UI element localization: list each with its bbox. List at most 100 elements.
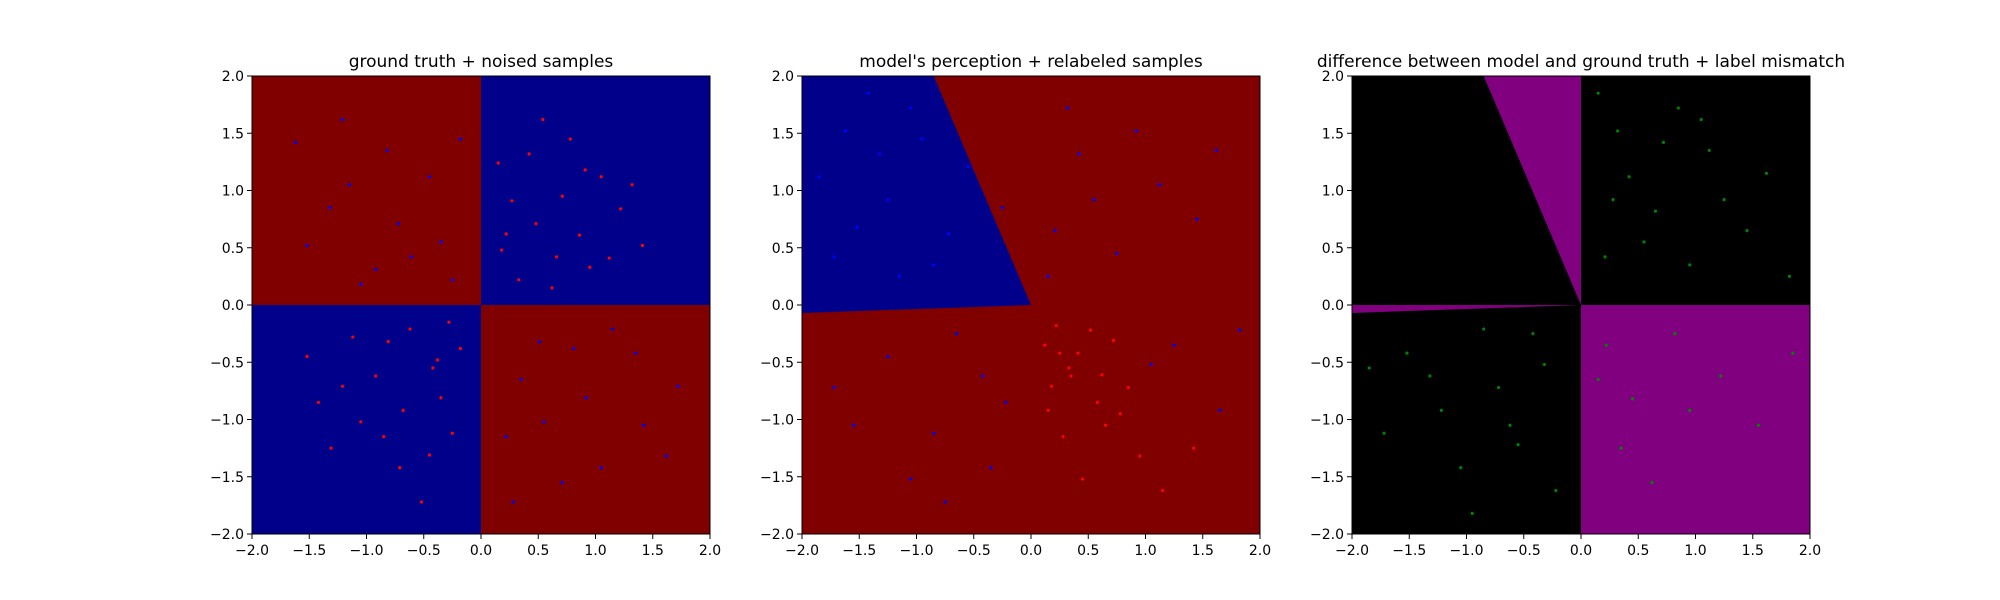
data-point	[1653, 209, 1658, 213]
data-point	[1596, 377, 1600, 382]
data-point	[560, 480, 564, 485]
data-point	[340, 117, 345, 122]
data-point	[1627, 175, 1631, 179]
data-point	[1149, 362, 1153, 367]
y-tick-label: 2.0	[772, 69, 794, 85]
data-point	[527, 152, 531, 156]
panel-title: model's perception + relabeled samples	[859, 52, 1203, 72]
data-point	[328, 206, 332, 210]
data-point	[517, 278, 521, 282]
y-tick-label: −1.0	[210, 413, 244, 429]
y-tick-label: −1.0	[760, 413, 794, 429]
data-point	[431, 366, 435, 370]
y-tick-label: −0.5	[1310, 355, 1344, 371]
y-tick-label: 1.5	[772, 126, 794, 142]
data-point	[989, 465, 993, 470]
data-point	[1516, 443, 1520, 447]
data-point	[1134, 129, 1138, 133]
y-tick-label: −1.0	[1310, 413, 1344, 429]
y-tick-label: −1.5	[1310, 470, 1344, 486]
data-point	[1459, 465, 1463, 470]
data-point	[1046, 408, 1050, 412]
data-point	[633, 351, 638, 355]
data-point	[554, 255, 559, 259]
data-point	[577, 233, 582, 237]
data-point	[550, 286, 554, 290]
data-point	[504, 435, 508, 439]
data-point	[1367, 366, 1371, 370]
data-point	[1719, 374, 1723, 378]
data-point	[496, 161, 500, 165]
data-point	[832, 385, 836, 390]
data-point	[542, 420, 546, 424]
y-tick-label: −0.5	[760, 355, 794, 371]
data-point	[932, 263, 936, 267]
data-point	[981, 374, 985, 378]
data-point	[832, 255, 836, 259]
data-point	[427, 453, 432, 457]
y-tick-label: 1.0	[1322, 184, 1344, 200]
panel-title: difference between model and ground trut…	[1317, 52, 1845, 72]
data-point	[866, 91, 871, 95]
x-tick-label: 0.5	[1627, 543, 1649, 559]
data-point	[588, 265, 592, 269]
data-point	[1218, 408, 1222, 412]
y-tick-label: 1.0	[772, 184, 794, 200]
data-point	[1596, 91, 1600, 95]
data-point	[855, 225, 859, 229]
data-point	[568, 137, 572, 141]
data-point	[572, 346, 576, 351]
data-point	[359, 420, 363, 424]
data-point	[1642, 240, 1646, 244]
data-point	[1603, 255, 1607, 259]
data-point	[1787, 274, 1791, 278]
data-point	[1046, 274, 1050, 278]
data-point	[886, 198, 890, 202]
data-point	[511, 500, 515, 504]
region-blue-region	[252, 305, 481, 534]
data-point	[1508, 423, 1512, 427]
data-point	[409, 255, 413, 259]
data-point	[946, 232, 951, 236]
data-point	[396, 222, 401, 226]
data-point	[1080, 477, 1085, 481]
data-point	[954, 332, 959, 336]
data-point	[584, 396, 588, 400]
data-point	[1066, 106, 1070, 110]
data-point	[1630, 397, 1635, 401]
data-point	[897, 274, 901, 278]
data-point	[1095, 400, 1100, 404]
data-point	[374, 374, 378, 378]
data-point	[1428, 374, 1432, 378]
data-point	[401, 408, 405, 412]
x-tick-label: −1.0	[1450, 543, 1484, 559]
data-point	[1405, 351, 1409, 355]
data-point	[450, 431, 454, 435]
data-point	[1650, 480, 1654, 485]
data-point	[909, 477, 913, 481]
x-tick-label: 1.0	[1134, 543, 1156, 559]
x-tick-label: −1.0	[350, 543, 384, 559]
data-point	[541, 117, 545, 122]
panel-title: ground truth + noised samples	[349, 52, 614, 72]
data-point	[510, 199, 514, 203]
data-point	[1157, 183, 1161, 187]
data-point	[347, 183, 351, 187]
y-tick-label: 2.0	[1322, 69, 1344, 85]
data-point	[427, 175, 432, 179]
data-point	[1004, 400, 1008, 404]
data-point	[560, 194, 564, 198]
y-tick-label: 1.0	[222, 184, 244, 200]
data-point	[316, 400, 321, 404]
data-point	[519, 377, 523, 382]
data-point	[1058, 351, 1062, 355]
x-tick-label: 1.0	[1684, 543, 1706, 559]
region-purple-region	[1483, 76, 1581, 305]
y-tick-label: 2.0	[222, 69, 244, 85]
data-point	[1000, 206, 1004, 210]
x-tick-label: 1.5	[1192, 543, 1214, 559]
data-point	[385, 148, 389, 153]
region-purple-region	[1581, 305, 1810, 534]
data-point	[1138, 454, 1142, 458]
y-tick-label: −1.5	[760, 470, 794, 486]
